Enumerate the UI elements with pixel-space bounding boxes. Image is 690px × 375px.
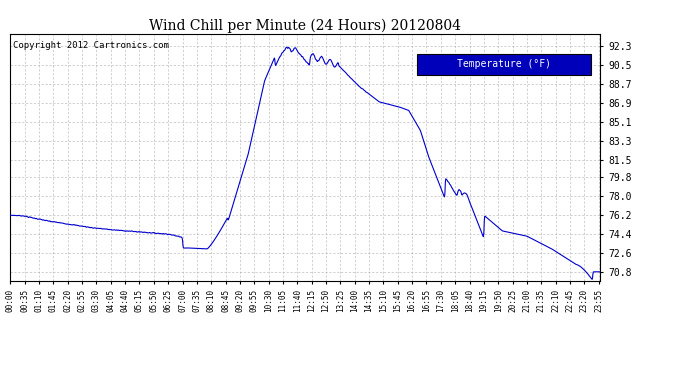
Text: Copyright 2012 Cartronics.com: Copyright 2012 Cartronics.com xyxy=(13,41,169,50)
FancyBboxPatch shape xyxy=(417,54,591,75)
Title: Wind Chill per Minute (24 Hours) 20120804: Wind Chill per Minute (24 Hours) 2012080… xyxy=(149,18,462,33)
Text: Temperature (°F): Temperature (°F) xyxy=(457,59,551,69)
